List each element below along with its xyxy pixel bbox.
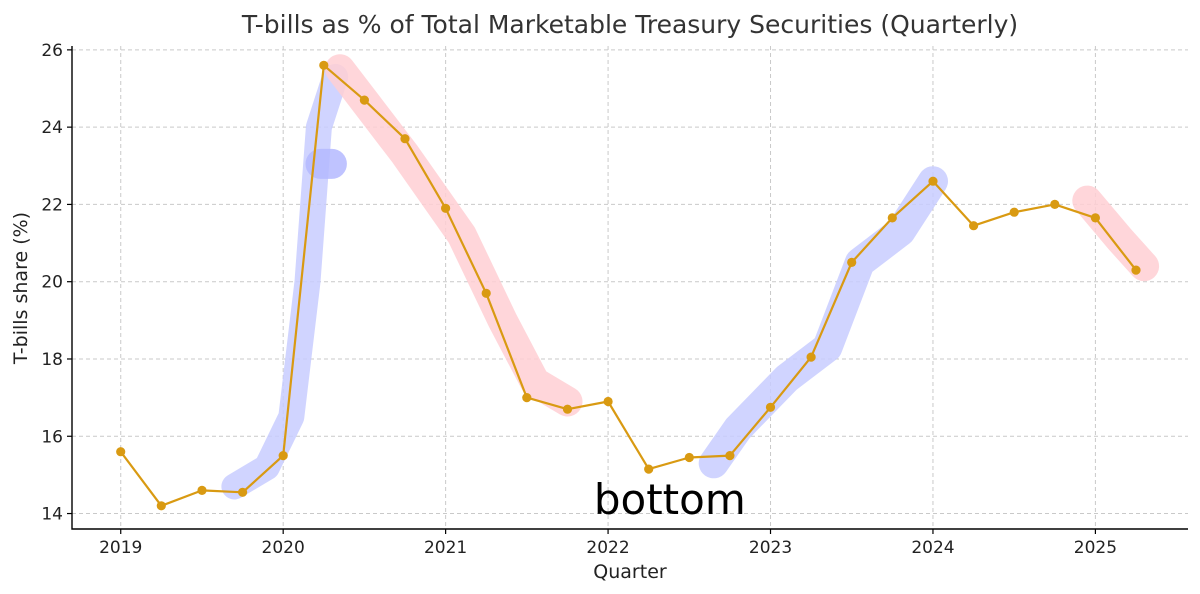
ticks: 2019 2020 2021 2022 2023 2024 2025141618202224… (41, 41, 1117, 558)
y-tick-label: 26 (41, 41, 63, 61)
data-point (684, 452, 694, 463)
data-point (847, 257, 857, 267)
data-point (969, 221, 979, 231)
x-tick-label: 2020 (262, 538, 305, 558)
axis-frame (71, 46, 1188, 530)
x-tick-label: 2025 (1074, 538, 1117, 558)
highlight-stroke (1072, 185, 1160, 282)
x-tick-label: 2024 (911, 538, 954, 558)
data-point (1090, 213, 1100, 223)
axes (71, 46, 1188, 530)
data-point (928, 176, 938, 186)
y-tick-label: 14 (41, 505, 63, 525)
annotations: bottom (594, 475, 746, 524)
x-tick-label: 2022 (586, 538, 629, 558)
chart-title: T-bills as % of Total Marketable Treasur… (241, 10, 1018, 39)
highlight-stroke (698, 166, 948, 479)
y-tick-label: 24 (41, 118, 63, 138)
x-tick-label: 2021 (424, 538, 467, 558)
annotation-text: bottom (594, 475, 746, 524)
grid (72, 46, 1188, 529)
data-point (319, 60, 329, 70)
y-tick-label: 16 (41, 427, 63, 447)
highlight-stroke (221, 63, 349, 500)
x-tick-label: 2019 (99, 538, 142, 558)
y-tick-label: 18 (41, 350, 63, 370)
data-point (278, 451, 288, 461)
data-point (1050, 199, 1060, 209)
data-point (197, 485, 207, 495)
highlight-strokes (221, 54, 1160, 500)
series-line (119, 64, 1137, 507)
x-axis-label: Quarter (593, 561, 667, 583)
data-point (806, 352, 816, 362)
data-point (725, 451, 735, 461)
data-point (156, 501, 166, 511)
data-point (441, 203, 451, 213)
y-tick-label: 22 (41, 195, 63, 215)
data-point (644, 464, 654, 474)
highlight-stroke (325, 54, 583, 417)
data-point (1131, 265, 1141, 275)
data-point (562, 404, 573, 414)
y-axis-label: T-bills share (%) (10, 212, 32, 365)
data-point (603, 396, 613, 407)
series (116, 60, 1141, 511)
data-point (887, 213, 897, 223)
data-point (359, 95, 369, 105)
data-point (522, 393, 532, 403)
data-point (400, 134, 410, 144)
y-tick-label: 20 (41, 273, 63, 293)
data-point (481, 288, 491, 298)
data-point (116, 447, 126, 457)
x-tick-label: 2023 (749, 538, 792, 558)
data-point (238, 487, 248, 497)
data-point (765, 402, 776, 412)
data-point (1009, 207, 1019, 217)
